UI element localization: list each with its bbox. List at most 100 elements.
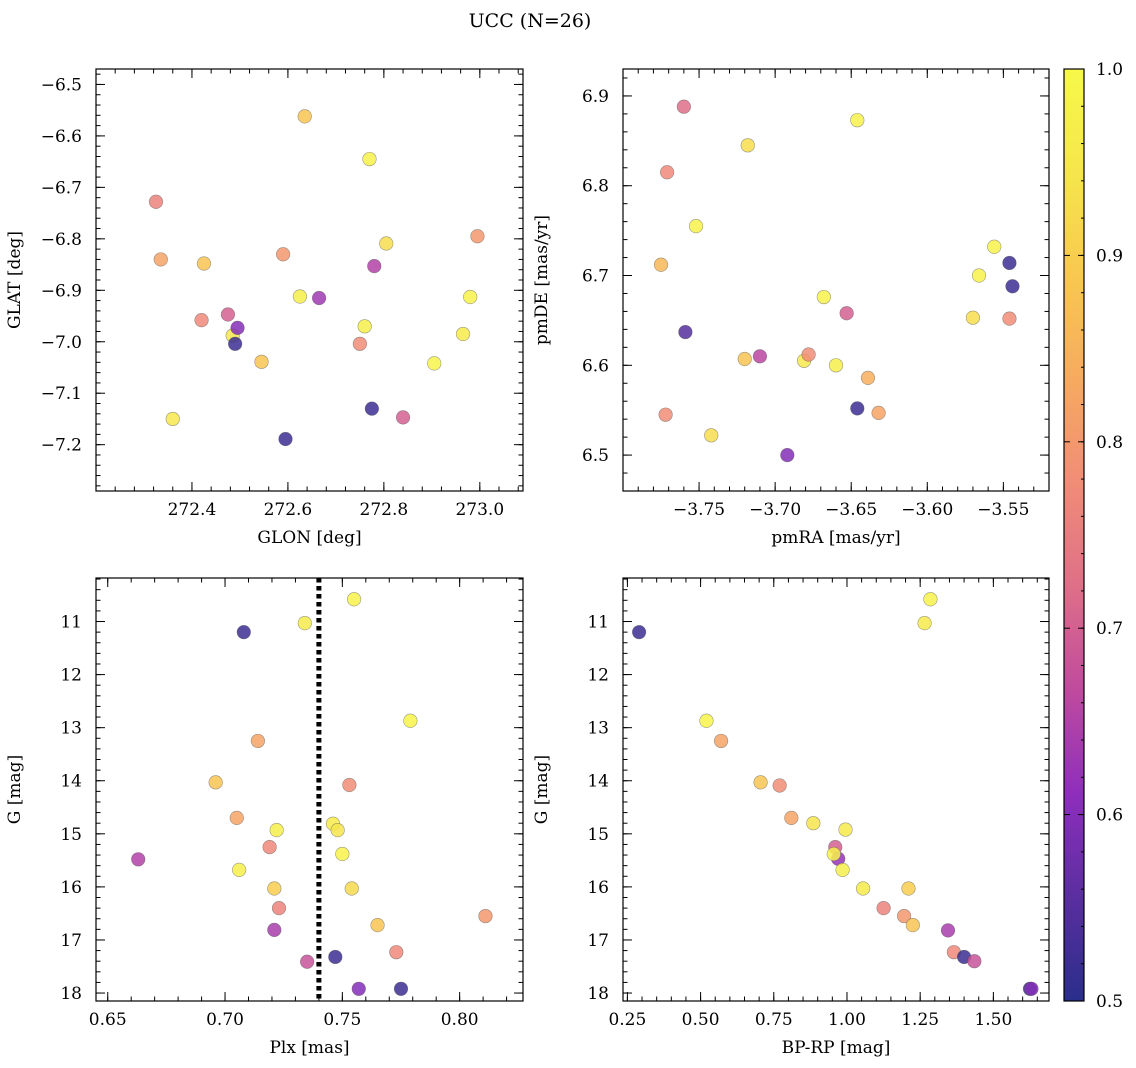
- y-tick-label: 11: [60, 613, 82, 633]
- data-point: [850, 113, 865, 128]
- y-tick-label: 13: [587, 719, 609, 739]
- axes-frame: [95, 577, 524, 1002]
- y-axis-label: G [mag]: [532, 755, 552, 824]
- data-point: [463, 289, 478, 305]
- data-point: [335, 846, 350, 862]
- data-point: [923, 592, 938, 607]
- data-point: [653, 257, 669, 272]
- data-point: [330, 823, 345, 838]
- panel-plx-g: 0.65 0.70 0.75 0.80 11 12 13 14 15 16 17 18 Plx [mas…: [5, 577, 524, 1058]
- y-tick-label: 16: [60, 878, 82, 898]
- panel-glon-glat: 272.4 272.6 272.8 273.0 −7.2 −7.1 −7.0 −6.9 −6.8…: [5, 68, 524, 548]
- x-tick-label: 0.80: [441, 1010, 479, 1030]
- data-point: [455, 326, 471, 342]
- y-axis-label: GLAT [deg]: [5, 231, 25, 329]
- data-point: [300, 954, 315, 969]
- y-tick-label: 18: [587, 984, 609, 1004]
- data-point: [389, 945, 404, 960]
- y-tick-label: −6.5: [41, 75, 82, 95]
- data-point: [362, 151, 377, 167]
- y-tick-label: 6.8: [582, 177, 609, 197]
- colorbar-tick-label: 0.8: [1096, 433, 1123, 453]
- data-point: [1002, 255, 1017, 271]
- axes-frame: [622, 68, 1050, 492]
- data-point: [901, 881, 916, 896]
- y-axis-label: pmDE [mas/yr]: [532, 215, 552, 345]
- x-tick-label: −3.55: [977, 500, 1029, 520]
- data-point: [250, 733, 265, 749]
- data-point: [196, 256, 212, 271]
- data-point: [860, 370, 876, 385]
- data-point: [276, 247, 291, 262]
- data-point: [699, 713, 714, 728]
- data-point: [367, 259, 382, 274]
- x-tick-label: 0.70: [206, 1010, 244, 1030]
- colorbar-gradient: [1063, 68, 1085, 1002]
- y-tick-label: −6.9: [41, 281, 82, 301]
- data-point: [1005, 279, 1020, 294]
- data-point: [357, 319, 372, 334]
- x-tick-label: 1.00: [828, 1010, 866, 1030]
- y-tick-label: 17: [60, 931, 82, 951]
- x-axis-label: GLON [deg]: [257, 528, 361, 548]
- data-point: [784, 810, 799, 825]
- y-tick-label: −7.0: [41, 333, 82, 353]
- y-tick-label: −6.7: [41, 178, 82, 198]
- x-tick-label: 273.0: [455, 500, 504, 520]
- data-point: [232, 862, 247, 878]
- y-tick-label: −7.1: [41, 384, 82, 404]
- data-point: [194, 313, 209, 328]
- data-point: [987, 239, 1002, 254]
- data-point: [370, 918, 385, 933]
- data-point: [271, 901, 287, 916]
- data-point: [826, 846, 841, 862]
- colorbar-tick-label: 0.5: [1096, 992, 1123, 1012]
- x-tick-label: −3.70: [749, 500, 801, 520]
- y-tick-label: 6.7: [582, 267, 609, 287]
- data-point: [772, 778, 787, 793]
- data-point: [328, 949, 343, 965]
- data-point: [967, 954, 982, 969]
- data-point: [292, 289, 308, 304]
- x-tick-label: 0.75: [755, 1010, 793, 1030]
- y-tick-label: −7.2: [41, 436, 82, 456]
- data-point: [850, 401, 865, 416]
- data-point: [737, 351, 752, 367]
- data-point: [660, 165, 675, 180]
- y-tick-label: 17: [587, 931, 609, 951]
- colorbar-tick-label: 0.6: [1096, 806, 1123, 826]
- data-point: [658, 407, 673, 422]
- data-point: [801, 347, 816, 362]
- data-point: [1024, 981, 1039, 996]
- y-tick-label: 12: [587, 666, 609, 686]
- data-point: [311, 290, 327, 306]
- data-point: [342, 777, 357, 793]
- data-point: [855, 881, 871, 896]
- data-point: [838, 822, 853, 837]
- data-point: [940, 923, 956, 938]
- x-tick-label: 272.4: [168, 500, 217, 520]
- data-point: [153, 252, 168, 267]
- figure-title: UCC (N=26): [469, 10, 592, 32]
- y-tick-label: 16: [587, 878, 609, 898]
- data-point: [131, 852, 146, 867]
- data-point: [267, 922, 282, 937]
- data-point: [427, 356, 442, 371]
- x-tick-label: 272.6: [264, 500, 313, 520]
- data-point: [704, 428, 719, 443]
- data-point: [876, 901, 891, 916]
- x-tick-label: 0.75: [323, 1010, 361, 1030]
- colorbar-tick-label: 0.9: [1096, 246, 1123, 266]
- y-tick-label: 15: [60, 825, 82, 845]
- data-point: [917, 616, 932, 631]
- panel-bprp-g: 0.25 0.50 0.75 1.00 1.25 1.50 11 12 13 14 15 16 17 18…: [532, 577, 1050, 1058]
- data-point: [262, 839, 277, 855]
- data-point: [828, 358, 844, 373]
- y-tick-label: −6.6: [41, 127, 82, 147]
- data-point: [871, 405, 886, 420]
- data-point: [835, 862, 850, 878]
- y-tick-label: 18: [60, 984, 82, 1004]
- y-tick-label: 6.5: [582, 446, 609, 466]
- data-point: [267, 881, 282, 896]
- data-point: [346, 592, 362, 607]
